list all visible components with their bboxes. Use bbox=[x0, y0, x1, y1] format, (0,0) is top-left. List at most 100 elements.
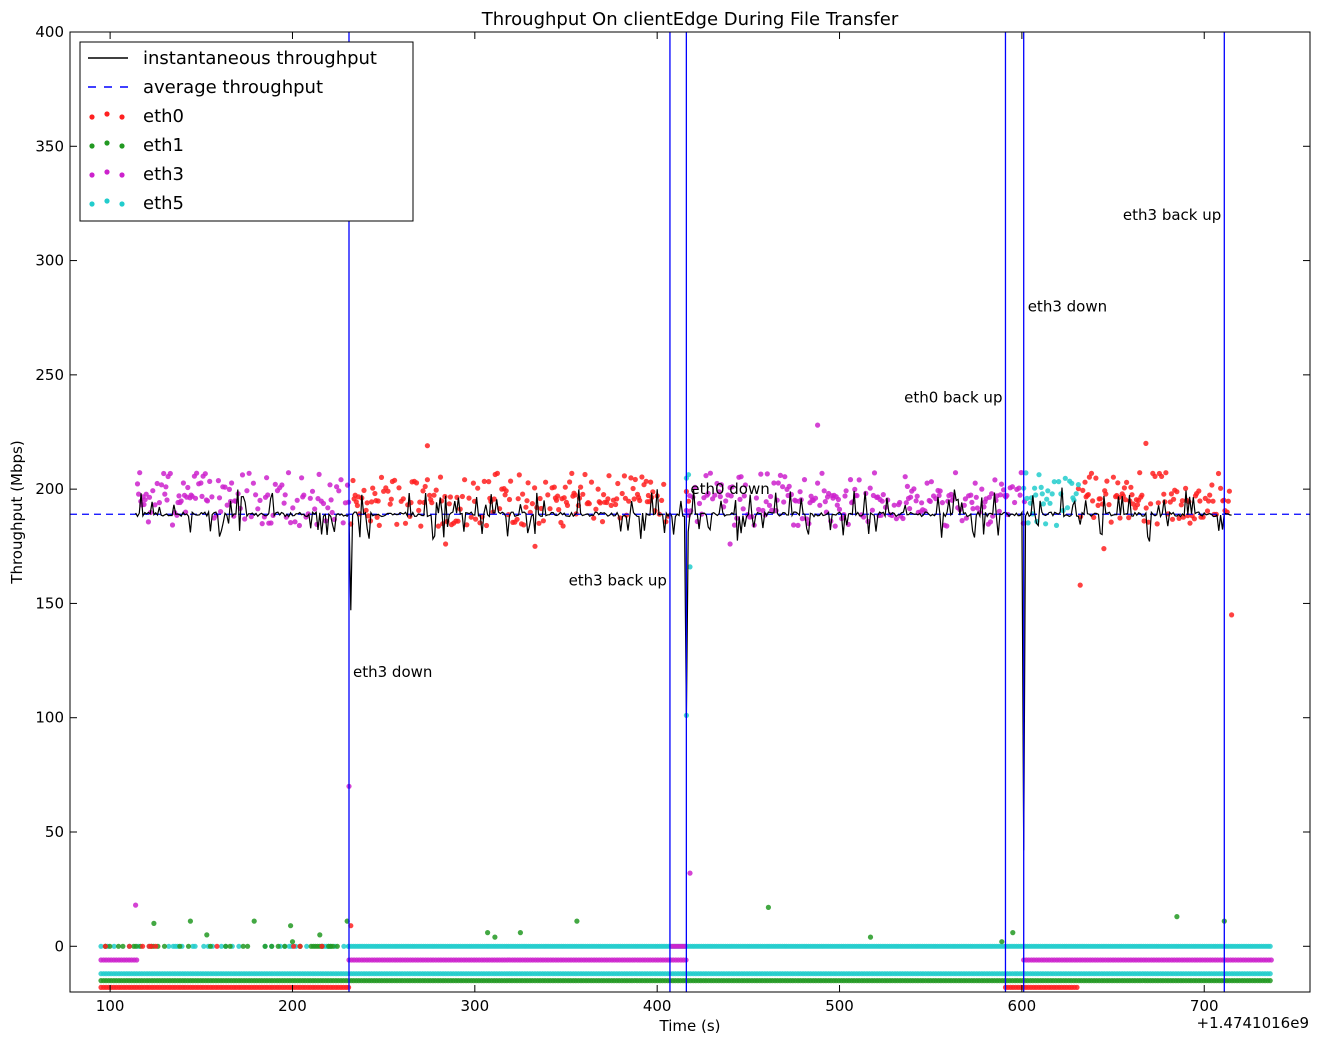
eth3-point bbox=[987, 519, 994, 525]
eth3-point bbox=[768, 493, 774, 500]
legend-marker bbox=[119, 172, 125, 178]
eth0-point bbox=[429, 500, 435, 506]
eth0-point bbox=[387, 501, 393, 507]
eth0-point bbox=[416, 507, 422, 513]
eth0-point bbox=[650, 489, 656, 495]
eth3-point bbox=[301, 492, 307, 498]
eth0-point bbox=[606, 473, 612, 479]
eth3-point bbox=[226, 486, 232, 492]
y-tick-label: 400 bbox=[35, 23, 64, 41]
eth1-point bbox=[120, 943, 126, 949]
eth3-point bbox=[879, 498, 885, 504]
eth0-point bbox=[1196, 488, 1202, 494]
eth0-point bbox=[214, 943, 220, 949]
eth0-point bbox=[455, 518, 461, 524]
eth3-point bbox=[282, 492, 288, 498]
eth0-point bbox=[417, 499, 423, 505]
eth0-point bbox=[1121, 485, 1127, 491]
eth3-point bbox=[795, 522, 801, 529]
eth0-point bbox=[375, 498, 381, 504]
eth0-point bbox=[1207, 492, 1213, 498]
eth1-point bbox=[204, 932, 210, 938]
eth3-point bbox=[832, 523, 838, 529]
eth0-point bbox=[1074, 984, 1080, 991]
eth3-point bbox=[290, 505, 296, 511]
eth3-point bbox=[703, 473, 709, 479]
eth3-point bbox=[817, 502, 823, 508]
eth0-point bbox=[582, 471, 588, 478]
eth0-point bbox=[540, 518, 547, 524]
eth3-point bbox=[194, 470, 200, 476]
eth3-point bbox=[769, 507, 775, 513]
eth5-point bbox=[1267, 971, 1273, 977]
eth3-point bbox=[944, 523, 950, 529]
eth0-point bbox=[1103, 491, 1109, 497]
eth3-point bbox=[781, 499, 787, 505]
eth0-point bbox=[354, 502, 360, 509]
eth0-point bbox=[626, 498, 632, 504]
eth3-point bbox=[742, 482, 749, 488]
eth0-point bbox=[564, 502, 571, 508]
eth0-point bbox=[591, 515, 597, 521]
eth0-point bbox=[148, 943, 154, 949]
eth3-point bbox=[979, 486, 985, 492]
eth0-point bbox=[503, 488, 509, 494]
eth3-point bbox=[178, 498, 184, 504]
eth0-point bbox=[473, 516, 479, 522]
eth3-point bbox=[312, 506, 318, 512]
eth5-point bbox=[1075, 482, 1081, 488]
eth0-point bbox=[424, 477, 430, 483]
eth0-point bbox=[685, 498, 692, 504]
eth3-point bbox=[996, 508, 1002, 514]
eth5-point bbox=[1064, 505, 1071, 511]
eth0-point bbox=[392, 477, 398, 483]
eth3-point bbox=[692, 484, 698, 490]
eth0-point bbox=[1168, 491, 1174, 497]
y-tick-label: 50 bbox=[45, 823, 64, 841]
legend-marker bbox=[104, 169, 110, 175]
eth3-point bbox=[852, 486, 858, 492]
legend-label: eth1 bbox=[143, 135, 184, 156]
eth3-point bbox=[264, 475, 270, 481]
eth3-point bbox=[712, 492, 718, 498]
eth3-point bbox=[821, 488, 827, 494]
eth5-point bbox=[1053, 522, 1060, 529]
eth3-point bbox=[1017, 492, 1023, 498]
eth3-point bbox=[854, 493, 860, 499]
eth0-point bbox=[508, 478, 514, 484]
eth1-point bbox=[334, 943, 340, 949]
eth3-point bbox=[998, 481, 1005, 487]
eth0-point bbox=[502, 492, 508, 498]
eth3-point bbox=[307, 495, 313, 501]
eth5-point bbox=[236, 943, 242, 949]
eth0-point bbox=[365, 513, 371, 519]
eth3-point bbox=[316, 471, 322, 477]
eth0-point bbox=[481, 478, 487, 484]
eth0-point bbox=[361, 487, 367, 493]
eth3-point bbox=[150, 488, 156, 494]
eth3-point bbox=[288, 520, 294, 526]
eth0-point bbox=[547, 506, 553, 512]
legend-label: eth5 bbox=[143, 193, 184, 214]
eth0-point bbox=[631, 496, 637, 502]
eth0-point bbox=[126, 943, 132, 949]
eth0-point bbox=[1126, 515, 1132, 521]
eth0-point bbox=[459, 493, 465, 500]
eth3-point bbox=[209, 494, 215, 500]
eth0-point bbox=[140, 943, 146, 949]
eth0-point bbox=[1206, 498, 1212, 504]
eth0-point bbox=[422, 483, 428, 490]
eth0-point bbox=[537, 495, 543, 502]
legend-marker bbox=[119, 114, 125, 120]
legend-label: eth3 bbox=[143, 164, 184, 185]
eth3-point bbox=[718, 482, 725, 488]
eth3-point bbox=[687, 870, 693, 876]
eth3-point bbox=[808, 493, 814, 499]
eth3-point bbox=[136, 491, 142, 497]
chart-title: Throughput On clientEdge During File Tra… bbox=[481, 9, 899, 30]
eth3-point bbox=[880, 492, 886, 498]
eth5-point bbox=[1024, 495, 1030, 501]
eth3-point bbox=[738, 474, 744, 480]
eth3-point bbox=[207, 478, 213, 484]
eth3-point bbox=[134, 481, 141, 487]
